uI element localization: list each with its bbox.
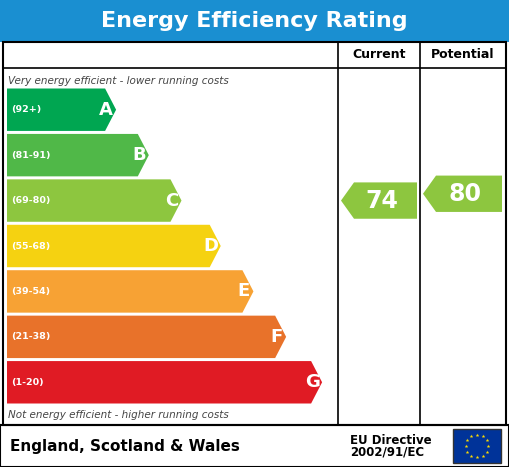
Text: Current: Current [352,49,406,62]
Bar [3,42,506,425]
Text: 2002/91/EC: 2002/91/EC [350,446,424,459]
Text: C: C [165,191,178,210]
Text: Potential: Potential [431,49,494,62]
Polygon shape [7,361,322,403]
Polygon shape [7,225,221,267]
Polygon shape [7,134,149,177]
Text: England, Scotland & Wales: England, Scotland & Wales [10,439,240,453]
Polygon shape [7,179,182,222]
Bar [453,429,501,463]
Polygon shape [341,183,417,219]
Text: Not energy efficient - higher running costs: Not energy efficient - higher running co… [8,410,229,420]
Text: G: G [305,373,320,391]
Text: (55-68): (55-68) [11,241,50,250]
Text: (92+): (92+) [11,105,41,114]
Polygon shape [7,89,116,131]
Text: (1-20): (1-20) [11,378,44,387]
Text: (39-54): (39-54) [11,287,50,296]
Text: E: E [237,283,249,300]
Text: (21-38): (21-38) [11,333,50,341]
Polygon shape [7,270,253,312]
Text: 80: 80 [449,182,482,206]
Text: (81-91): (81-91) [11,151,50,160]
Text: Very energy efficient - lower running costs: Very energy efficient - lower running co… [8,76,229,86]
Text: Energy Efficiency Rating: Energy Efficiency Rating [101,11,408,31]
Polygon shape [423,176,502,212]
Text: 74: 74 [365,189,399,212]
Polygon shape [7,316,286,358]
Text: EU Directive: EU Directive [350,434,432,447]
Text: B: B [132,146,146,164]
Bar [0,0,509,42]
Text: (69-80): (69-80) [11,196,50,205]
Text: F: F [270,328,282,346]
Bar [0,425,509,467]
Text: A: A [99,101,113,119]
Text: D: D [203,237,218,255]
